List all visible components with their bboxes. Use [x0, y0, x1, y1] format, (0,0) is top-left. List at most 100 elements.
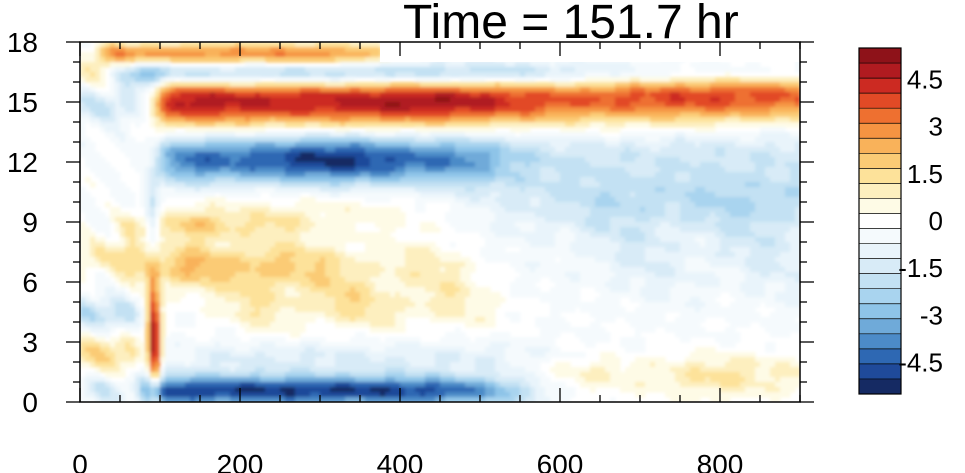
heatmap-cell [385, 187, 391, 193]
heatmap-cell [790, 97, 796, 103]
heatmap-cell [195, 227, 201, 233]
heatmap-cell [275, 82, 281, 88]
heatmap-cell [515, 127, 521, 133]
heatmap-cell [295, 97, 301, 103]
heatmap-cell [350, 72, 356, 78]
heatmap-cell [620, 187, 626, 193]
heatmap-cell [405, 187, 411, 193]
heatmap-cell [305, 197, 311, 203]
heatmap-cell [780, 202, 786, 208]
heatmap-cell [310, 217, 316, 223]
heatmap-cell [380, 97, 386, 103]
heatmap-cell [350, 87, 356, 93]
heatmap-cell [475, 72, 481, 78]
heatmap-cell [620, 97, 626, 103]
heatmap-cell [580, 112, 586, 118]
heatmap-cell [590, 222, 596, 228]
heatmap-cell [685, 227, 691, 233]
heatmap-cell [210, 162, 216, 168]
heatmap-cell [445, 212, 451, 218]
heatmap-cell [545, 197, 551, 203]
heatmap-cell [225, 127, 231, 133]
heatmap-cell [360, 42, 366, 48]
heatmap-cell [510, 157, 516, 163]
heatmap-cell [85, 162, 91, 168]
heatmap-cell [365, 177, 371, 183]
heatmap-cell [595, 192, 601, 198]
heatmap-cell [515, 222, 521, 228]
heatmap-cell [540, 177, 546, 183]
heatmap-cell [555, 72, 561, 78]
heatmap-cell [195, 232, 201, 238]
heatmap-cell [195, 237, 201, 243]
heatmap-cell [690, 132, 696, 138]
heatmap-cell [520, 112, 526, 118]
heatmap-cell [795, 107, 800, 113]
heatmap-cell [275, 132, 281, 138]
heatmap-cell [280, 207, 286, 213]
heatmap-cell [780, 167, 786, 173]
heatmap-cell [430, 187, 436, 193]
heatmap-cell [320, 217, 326, 223]
heatmap-cell [390, 67, 396, 73]
heatmap-cell [135, 157, 141, 163]
heatmap-cell [515, 137, 521, 143]
heatmap-cell [255, 47, 261, 53]
heatmap-cell [745, 157, 751, 163]
heatmap-cell [85, 117, 91, 123]
heatmap-cell [185, 237, 191, 243]
heatmap-cell [610, 177, 616, 183]
heatmap-cell [335, 207, 341, 213]
heatmap-cell [135, 147, 141, 153]
heatmap-cell [380, 217, 386, 223]
heatmap-cell [465, 192, 471, 198]
heatmap-cell [235, 152, 241, 158]
heatmap-cell [365, 167, 371, 173]
heatmap-cell [580, 132, 586, 138]
heatmap-cell [345, 152, 351, 158]
heatmap-cell [455, 102, 461, 108]
heatmap-cell [520, 97, 526, 103]
heatmap-cell [505, 112, 511, 118]
heatmap-cell [750, 187, 756, 193]
heatmap-cell [635, 207, 641, 213]
heatmap-cell [685, 212, 691, 218]
heatmap-cell [90, 197, 96, 203]
heatmap-cell [160, 102, 166, 108]
heatmap-cell [685, 77, 691, 83]
heatmap-cell [185, 172, 191, 178]
heatmap-cell [620, 162, 626, 168]
heatmap-cell [405, 62, 411, 68]
heatmap-cell [460, 227, 466, 233]
heatmap-cell [520, 142, 526, 148]
heatmap-cell [315, 92, 321, 98]
heatmap-cell [405, 177, 411, 183]
heatmap-cell [370, 122, 376, 128]
heatmap-cell [770, 112, 776, 118]
heatmap-cell [355, 107, 361, 113]
heatmap-cell [750, 177, 756, 183]
heatmap-cell [535, 62, 541, 68]
heatmap-cell [290, 82, 296, 88]
heatmap-cell [545, 92, 551, 98]
heatmap-cell [205, 227, 211, 233]
heatmap-cell [255, 82, 261, 88]
heatmap-cell [440, 182, 446, 188]
heatmap-cell [550, 192, 556, 198]
heatmap-cell [565, 232, 571, 238]
heatmap-cell [445, 172, 451, 178]
heatmap-cell [630, 82, 636, 88]
heatmap-cell [330, 232, 336, 238]
heatmap-cell [335, 102, 341, 108]
heatmap-cell [550, 97, 556, 103]
heatmap-cell [635, 167, 641, 173]
heatmap-cell [185, 217, 191, 223]
heatmap-cell [725, 192, 731, 198]
heatmap-cell [250, 227, 256, 233]
heatmap-cell [480, 92, 486, 98]
heatmap-cell [415, 152, 421, 158]
heatmap-cell [715, 87, 721, 93]
heatmap-cell [705, 127, 711, 133]
heatmap-cell [255, 232, 261, 238]
heatmap-cell [405, 147, 411, 153]
